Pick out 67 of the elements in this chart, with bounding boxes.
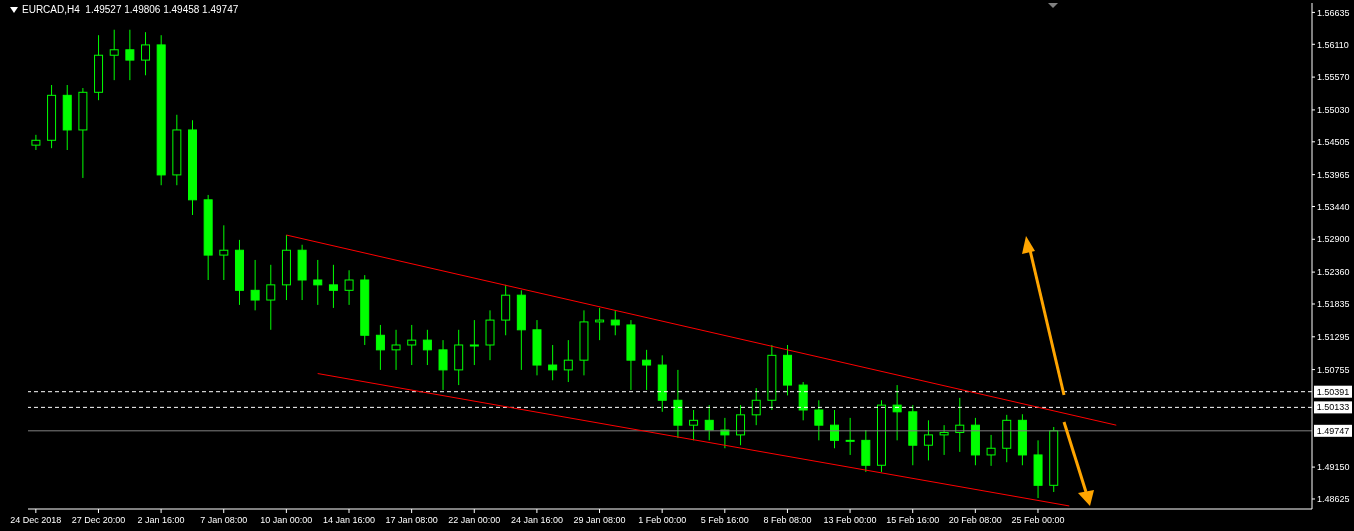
x-tick-label: 10 Jan 00:00 bbox=[260, 515, 313, 525]
x-tick-label: 24 Jan 16:00 bbox=[510, 515, 563, 525]
x-tick-label: 2 Jan 16:00 bbox=[137, 515, 185, 525]
y-tick-label: 1.53965 bbox=[1317, 169, 1350, 180]
y-tick-label: 1.55030 bbox=[1317, 105, 1350, 116]
candlestick bbox=[344, 269, 354, 306]
candlestick bbox=[923, 419, 933, 461]
y-tick-label: 1.56110 bbox=[1317, 39, 1349, 50]
candlestick bbox=[563, 339, 573, 383]
candlestick bbox=[375, 324, 385, 371]
candlestick bbox=[328, 264, 338, 309]
candlestick bbox=[266, 264, 276, 331]
candlestick bbox=[407, 324, 417, 366]
candlestick bbox=[845, 417, 855, 456]
candlestick bbox=[422, 329, 432, 366]
y-tick-label: 1.50755 bbox=[1317, 364, 1350, 375]
x-tick-label: 17 Jan 08:00 bbox=[385, 515, 438, 525]
candlestick bbox=[391, 329, 401, 371]
candlestick bbox=[595, 307, 605, 341]
y-tick-label: 1.54505 bbox=[1317, 137, 1350, 147]
candlestick bbox=[469, 319, 479, 366]
candlestick bbox=[689, 409, 699, 441]
candlestick bbox=[125, 29, 135, 81]
y-tick-label: 1.52360 bbox=[1317, 267, 1350, 278]
chart-title: EURCAD,H4 1.49527 1.49806 1.49458 1.49747 bbox=[22, 4, 239, 15]
candlestick bbox=[736, 404, 746, 446]
candlestick bbox=[610, 309, 620, 336]
y-tick-label: 1.56635 bbox=[1317, 7, 1350, 18]
candlestick bbox=[250, 259, 260, 311]
y-tick-label: 1.53440 bbox=[1317, 201, 1350, 212]
x-tick-label: 25 Feb 00:00 bbox=[1011, 515, 1065, 525]
candlestick bbox=[313, 259, 323, 306]
candlestick bbox=[548, 344, 558, 381]
candlestick bbox=[704, 404, 714, 441]
ref-line-label: 1.49747 bbox=[1316, 425, 1350, 436]
x-tick-label: 8 Feb 08:00 bbox=[763, 515, 812, 525]
candlestick bbox=[219, 224, 229, 281]
candlestick bbox=[141, 31, 151, 76]
candlestick bbox=[939, 424, 949, 456]
candlestick bbox=[751, 387, 761, 426]
y-tick-label: 1.51295 bbox=[1317, 331, 1350, 342]
candlestick bbox=[31, 134, 41, 151]
x-tick-label: 27 Dec 20:00 bbox=[71, 515, 126, 525]
candlestick bbox=[814, 399, 824, 441]
candlestick bbox=[642, 349, 652, 391]
ref-line-label: 1.50391 bbox=[1316, 386, 1350, 397]
x-tick-label: 13 Feb 00:00 bbox=[823, 515, 877, 525]
y-tick-label: 1.49150 bbox=[1317, 462, 1350, 473]
candlestick bbox=[109, 29, 119, 81]
x-tick-label: 24 Dec 2018 bbox=[10, 515, 62, 525]
y-tick-label: 1.51835 bbox=[1317, 299, 1350, 310]
x-tick-label: 5 Feb 16:00 bbox=[700, 515, 749, 525]
x-tick-label: 14 Jan 16:00 bbox=[322, 515, 376, 525]
candlestick bbox=[986, 434, 996, 467]
x-tick-label: 20 Feb 08:00 bbox=[948, 515, 1002, 525]
y-tick-label: 1.52900 bbox=[1317, 234, 1350, 245]
y-tick-label: 1.55570 bbox=[1317, 72, 1350, 83]
candlestick bbox=[830, 409, 839, 449]
candlestick bbox=[892, 384, 902, 441]
x-tick-label: 15 Feb 16:00 bbox=[886, 515, 940, 525]
y-tick-label: 1.48625 bbox=[1317, 494, 1350, 505]
x-tick-label: 29 Jan 08:00 bbox=[573, 515, 626, 525]
x-tick-label: 1 Feb 00:00 bbox=[638, 515, 687, 525]
x-tick-label: 22 Jan 00:00 bbox=[448, 515, 501, 525]
candlestick bbox=[438, 339, 448, 391]
ref-line-label: 1.50133 bbox=[1316, 402, 1350, 413]
x-tick-label: 7 Jan 08:00 bbox=[200, 515, 248, 525]
